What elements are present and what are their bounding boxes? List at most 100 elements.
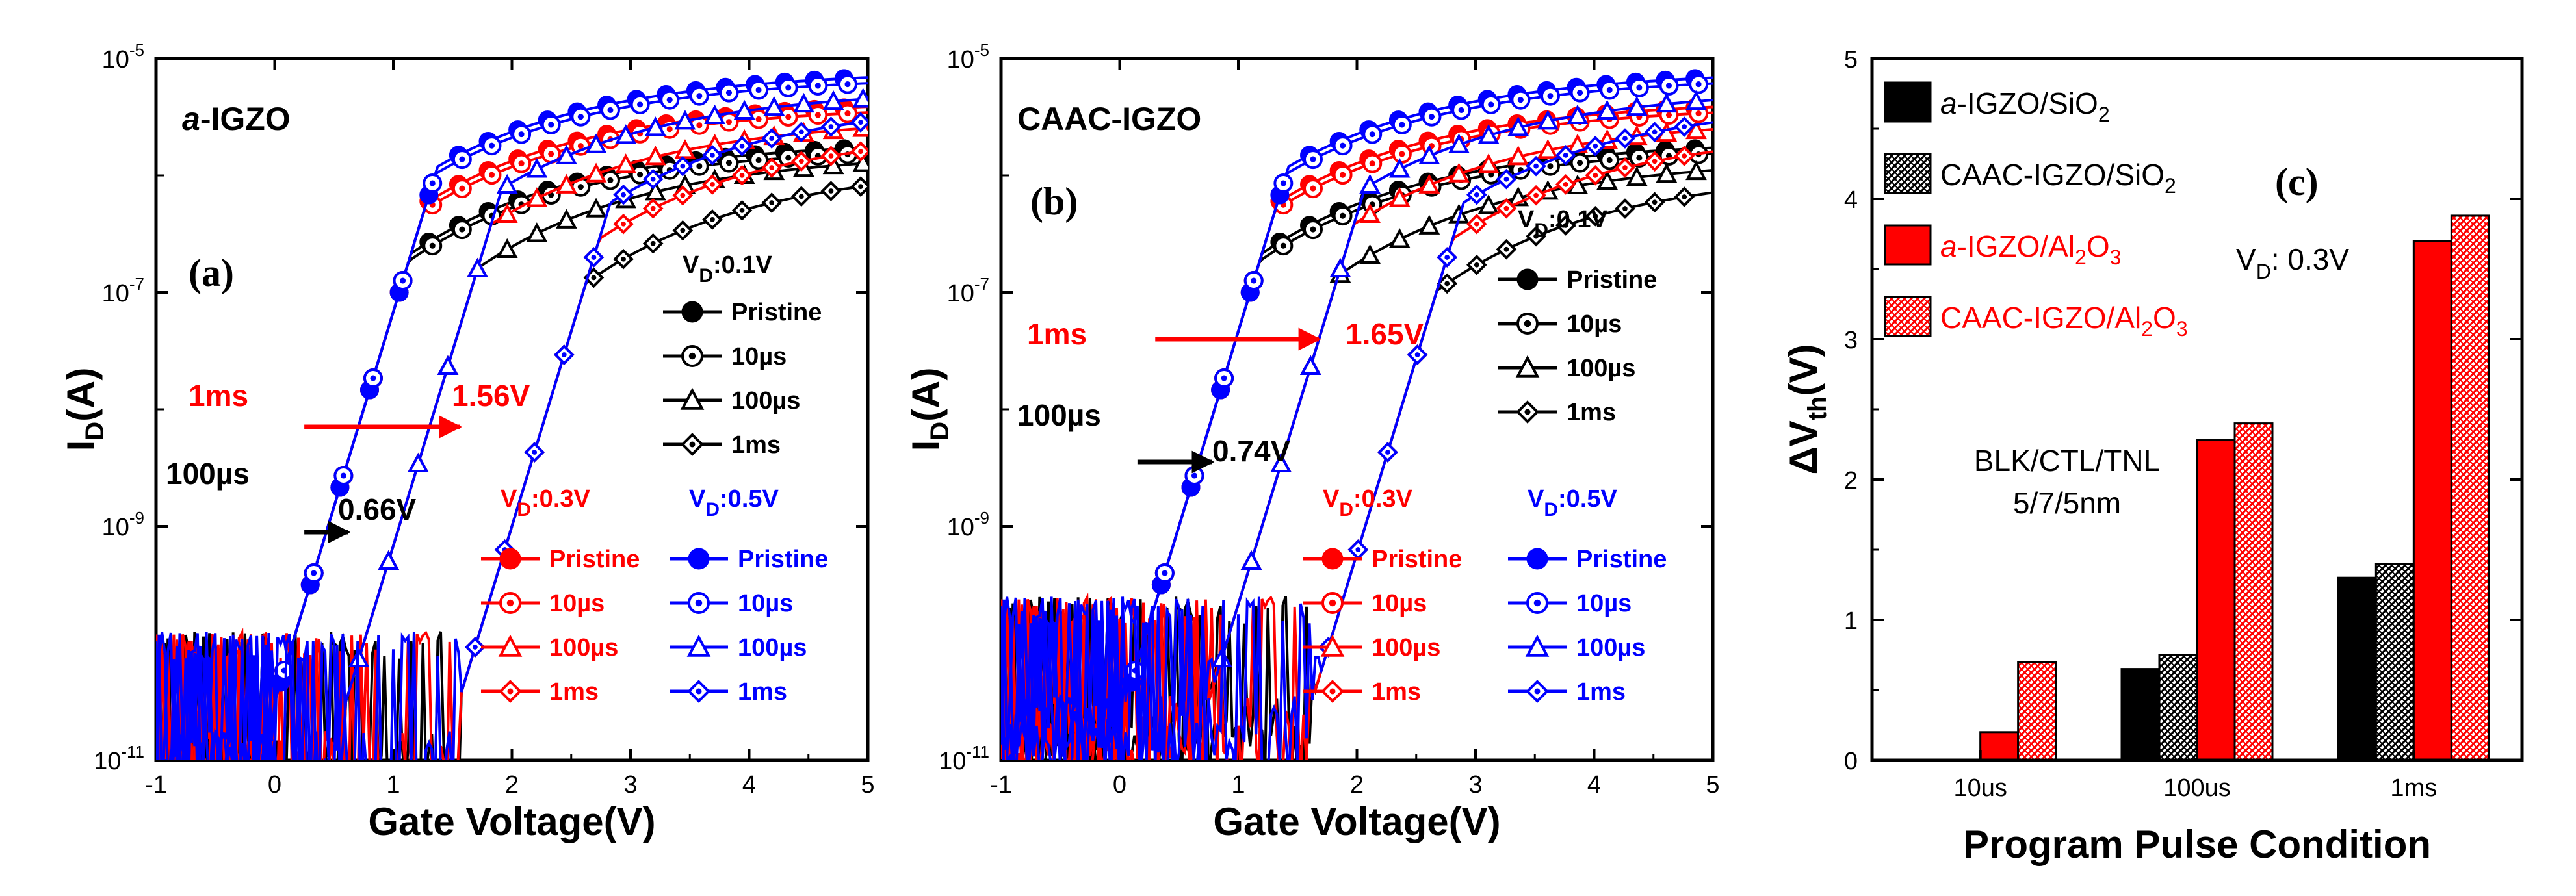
marker-dot [561,352,567,357]
data-point [378,550,400,570]
legend-marker [680,387,705,410]
data-point [822,90,844,110]
series-line [1001,82,1713,760]
data-point [790,186,812,207]
data-point [1674,116,1695,137]
data-point [1303,179,1323,199]
y-tick-label: 4 [1844,186,1858,214]
data-point [556,144,577,164]
legend-item: 10µs [1508,590,1632,617]
data-point [1555,215,1576,236]
data-point [689,86,709,106]
marker-dot [370,375,376,381]
data-point [731,199,753,221]
data-point [644,146,666,166]
legend-item: 1ms [1508,678,1626,706]
data-point [1540,86,1560,106]
marker-dot [1369,160,1375,167]
data-point [808,105,828,125]
marker-dot [548,122,554,128]
marker-dot [1622,165,1628,170]
legend-marker [1525,634,1550,657]
data-point [452,220,472,240]
legend-group: VD:0.5V Pristine 10µs 100µs 1ms [670,485,828,706]
legend-title: VD:0.3V [501,485,591,520]
data-point [600,170,620,190]
legend-marker [688,592,710,614]
marker-dot [1444,281,1450,287]
marker-dot [666,126,673,133]
legend-swatch [1884,224,1932,266]
legend-marker [1320,634,1345,657]
data-point [1154,563,1175,583]
marker-dot [1503,176,1509,182]
y-axis-label: ID(A) [904,368,954,452]
data-point [496,203,518,223]
y-tick-label: 3 [1844,327,1858,354]
marker-dot [1563,152,1568,158]
x-tick-label: 4 [742,771,756,799]
data-point [761,157,783,178]
data-point [482,165,502,185]
marker-dot [844,81,851,88]
legend-marker [498,634,523,657]
shift-annotation: 0.66V [338,493,417,526]
data-point [585,133,607,153]
legend-title: VD:0.3V [1323,485,1413,520]
marker-dot [1636,84,1643,91]
data-point [850,176,868,197]
data-point [1570,83,1590,103]
marker-dot [621,256,626,262]
marker-dot [1329,688,1336,695]
panel-a: -1 0 1 2 3 4 5 10-11 10-9 10-7 10-5 Gate Voltage(V)… [59,40,875,843]
data-point [615,124,637,144]
legend-group: VD:0.3V Pristine 10µs 100µs 1ms [1303,485,1462,706]
data-point [526,222,548,242]
data-point [761,128,783,149]
x-tick-label: 2 [505,771,519,799]
data-point [733,99,755,120]
x-axis-label: Gate Voltage(V) [1213,800,1500,843]
data-point [1585,205,1606,227]
marker-dot [1606,86,1613,94]
marker-dot [488,172,495,178]
data-point [1615,128,1635,149]
legend-label: 10µs [731,343,787,370]
legend-label: 100µs [1372,634,1440,661]
marker-dot [858,149,863,155]
data-point [674,139,696,159]
data-point [790,151,812,172]
data-point [1626,96,1648,116]
legend-item: 100µs [663,387,800,415]
marker-dot [1593,172,1598,178]
data-point [749,150,769,170]
marker-dot [1652,159,1658,164]
data-point [1555,174,1576,195]
data-point [600,100,620,120]
data-point [778,107,798,127]
marker-dot [1533,233,1539,239]
marker-dot [518,131,525,138]
legend-label: 1ms [1372,678,1421,706]
legend-item: 100µs [1498,355,1635,382]
data-point [1362,124,1383,144]
data-point [808,76,828,96]
data-point [1600,80,1620,100]
data-point [452,149,472,170]
data-point [585,198,607,218]
data-point [1537,139,1559,159]
legend-item: Pristine [1508,546,1667,573]
x-axis-label: Program Pulse Condition [1963,823,2431,866]
series-curve [1001,74,1713,760]
data-point [1240,550,1262,570]
data-point [1644,122,1665,143]
data-point [1388,158,1411,178]
data-point [1477,153,1500,173]
marker-dot [548,151,554,157]
data-point [1615,157,1635,178]
legend-marker [687,680,710,703]
marker-dot [1533,192,1539,198]
legend-label: 10µs [1372,590,1427,617]
marker-dot [1636,155,1643,161]
